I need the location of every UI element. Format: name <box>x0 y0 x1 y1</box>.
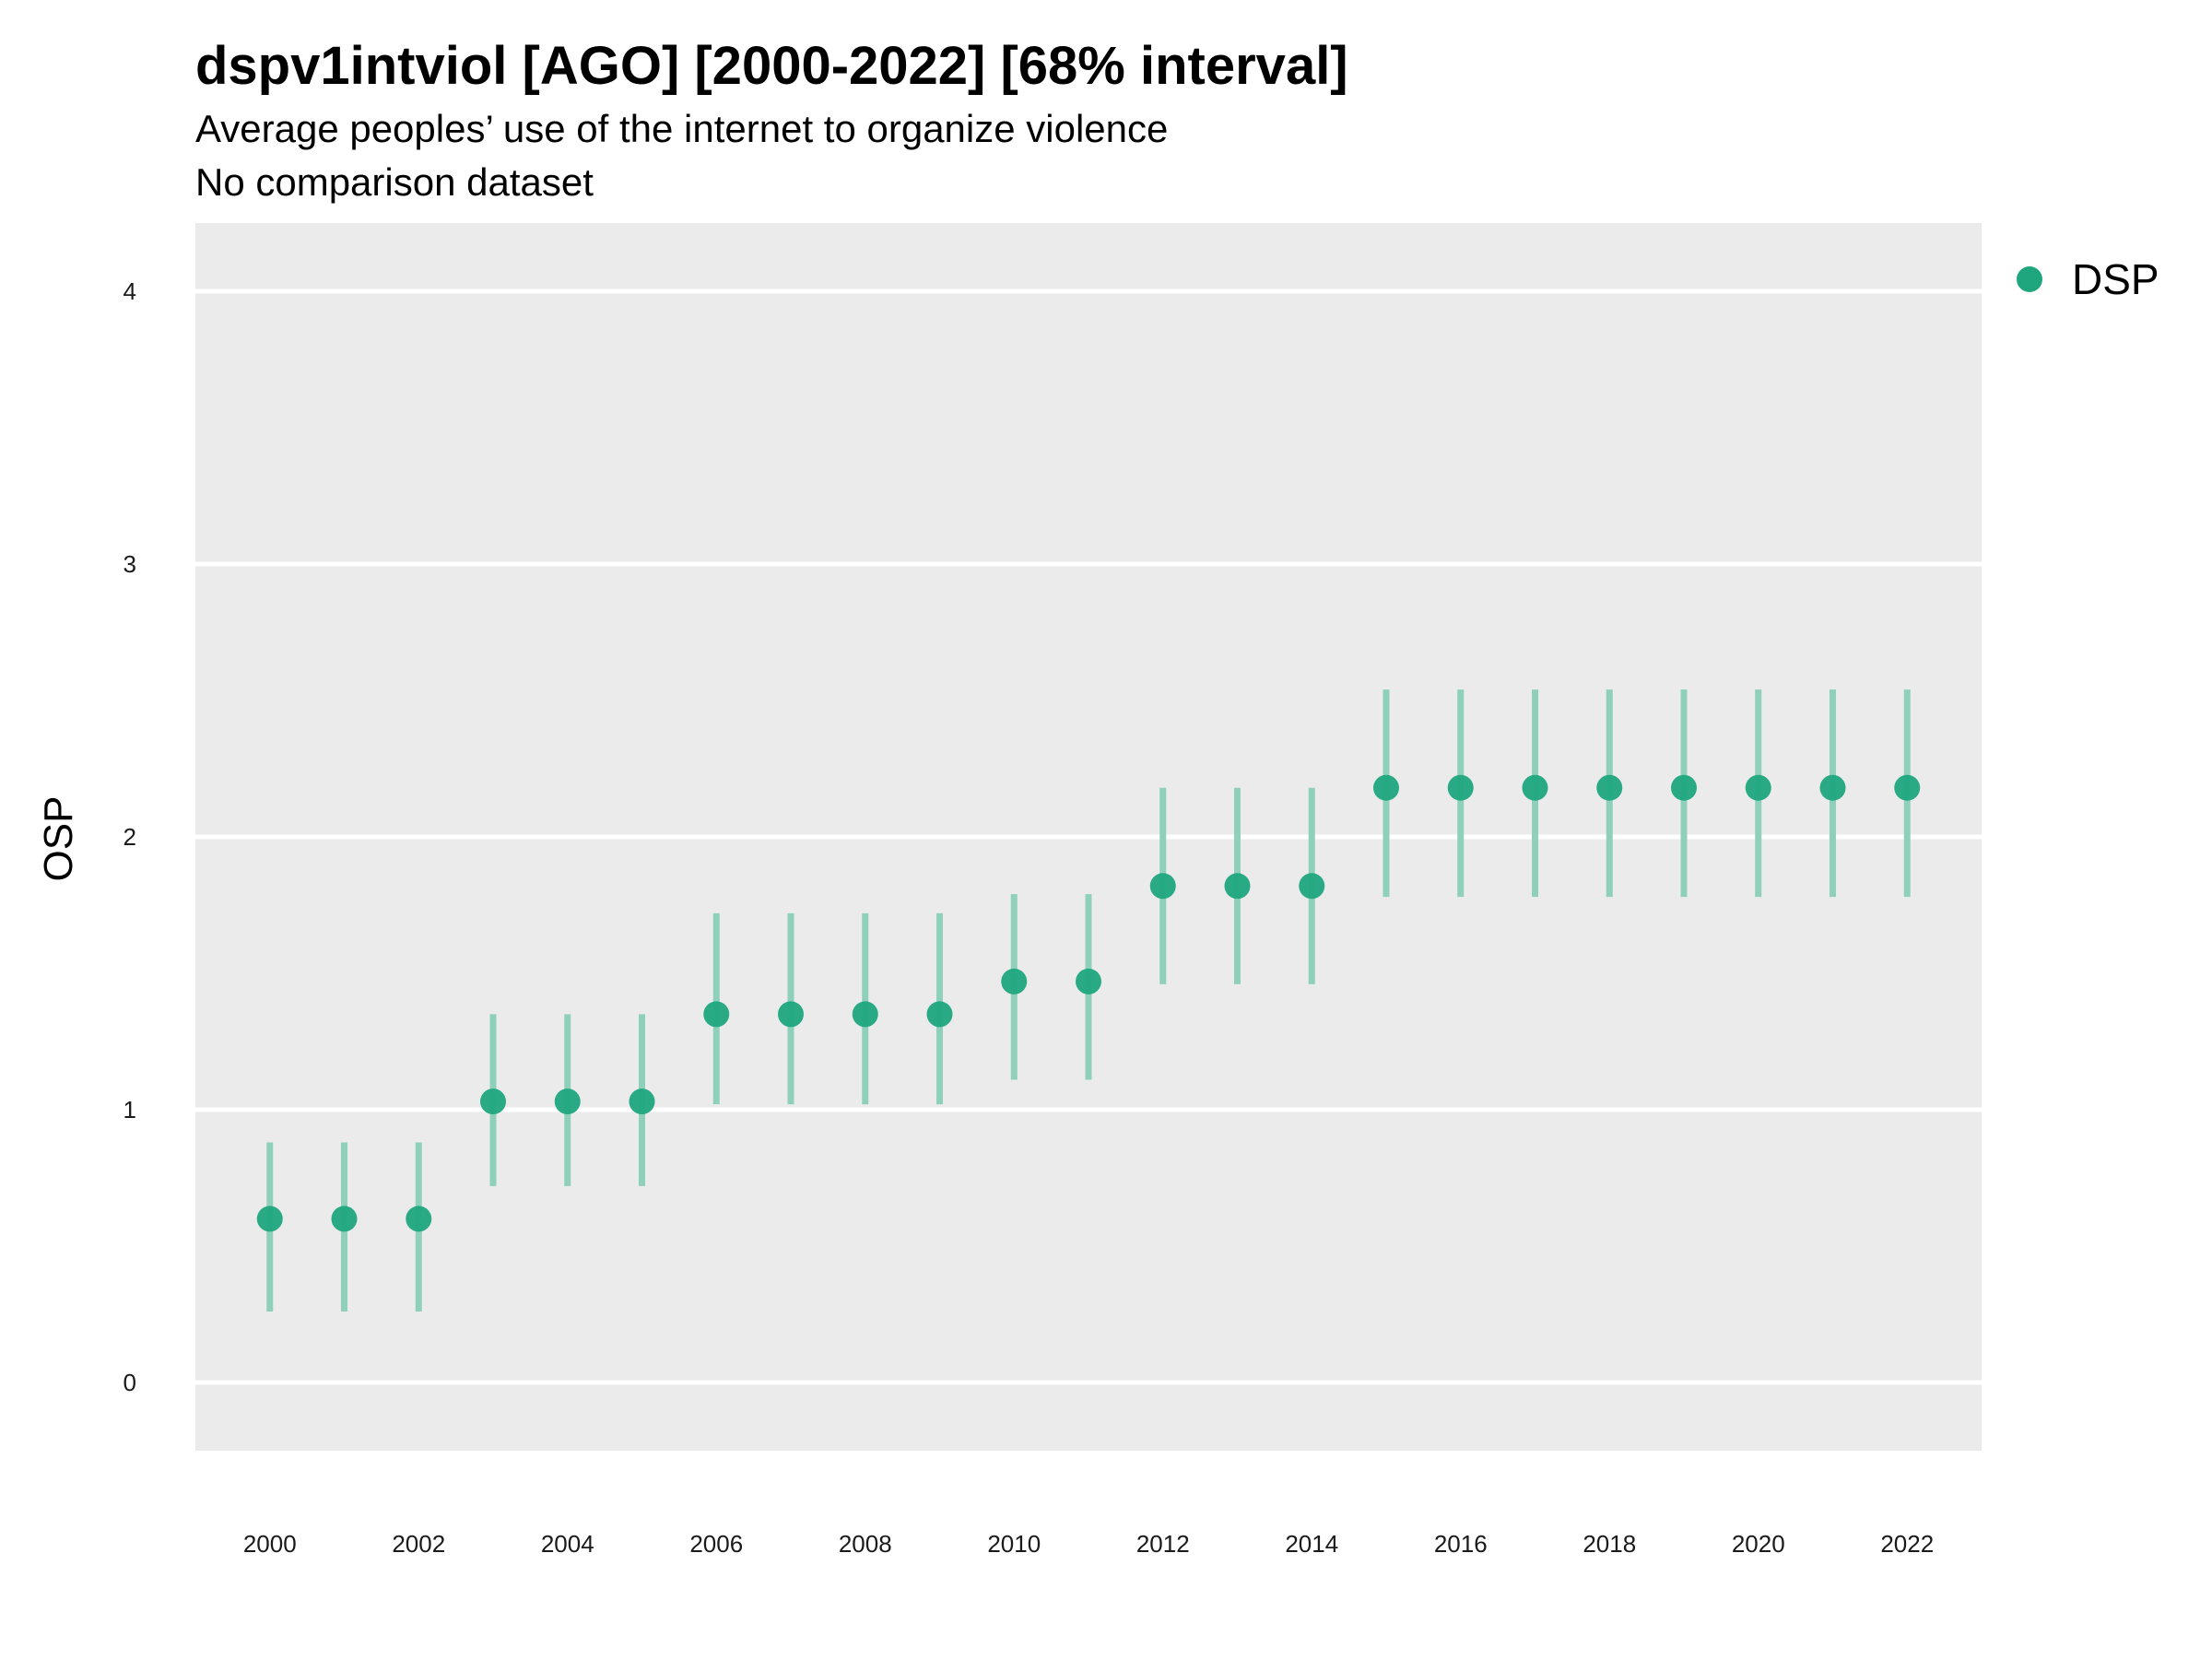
chart-caption: No comparison dataset <box>195 160 594 204</box>
data-point <box>1671 774 1697 801</box>
x-tick-label: 2002 <box>392 1530 445 1558</box>
data-point <box>1373 774 1399 801</box>
x-tick-label: 2020 <box>1732 1530 1785 1558</box>
data-point <box>1149 873 1176 900</box>
data-point <box>852 1001 878 1028</box>
data-point <box>1001 968 1028 994</box>
x-tick-label: 2022 <box>1880 1530 1934 1558</box>
data-point <box>778 1001 804 1028</box>
data-point <box>1076 968 1101 994</box>
chart-subtitle: Average peoples’ use of the internet to … <box>195 107 1169 150</box>
data-point <box>331 1206 358 1232</box>
data-point <box>480 1088 506 1115</box>
x-tick-labels: 2000 2002 2004 2006 2008 2010 2012 2014 2016 2018… <box>243 1530 1934 1558</box>
x-tick-label: 2010 <box>987 1530 1041 1558</box>
data-point <box>554 1088 581 1115</box>
y-tick-label: 2 <box>124 823 136 851</box>
x-tick-label: 2016 <box>1434 1530 1488 1558</box>
x-tick-label: 2012 <box>1136 1530 1190 1558</box>
data-point <box>703 1001 730 1028</box>
data-point <box>926 1001 953 1028</box>
x-tick-label: 2008 <box>839 1530 892 1558</box>
y-tick-label: 4 <box>124 277 136 305</box>
x-tick-label: 2006 <box>689 1530 743 1558</box>
y-axis-title: OSP <box>36 796 81 882</box>
x-tick-label: 2014 <box>1285 1530 1338 1558</box>
legend: DSP <box>2017 255 2159 303</box>
data-point <box>1894 774 1921 801</box>
legend-label-dsp: DSP <box>2072 255 2159 303</box>
x-tick-label: 2004 <box>541 1530 594 1558</box>
y-tick-label: 3 <box>124 550 136 578</box>
data-point <box>1819 774 1846 801</box>
data-point <box>1447 774 1474 801</box>
data-point <box>406 1206 432 1232</box>
data-point <box>1224 873 1251 900</box>
data-point <box>1596 774 1623 801</box>
data-point <box>1745 774 1771 801</box>
data-point <box>629 1088 655 1115</box>
data-points <box>256 774 1921 1232</box>
data-point <box>1299 873 1325 900</box>
legend-swatch-dsp <box>2017 266 2042 292</box>
chart-title: dspv1intviol [AGO] [2000-2022] [68% inte… <box>195 36 1348 96</box>
y-tick-label: 1 <box>124 1096 136 1124</box>
data-point <box>256 1206 283 1232</box>
x-tick-label: 2018 <box>1583 1530 1636 1558</box>
y-tick-label: 0 <box>124 1369 136 1396</box>
data-point <box>1522 774 1548 801</box>
y-tick-labels: 0 1 2 3 4 <box>124 277 136 1396</box>
x-tick-label: 2000 <box>243 1530 297 1558</box>
